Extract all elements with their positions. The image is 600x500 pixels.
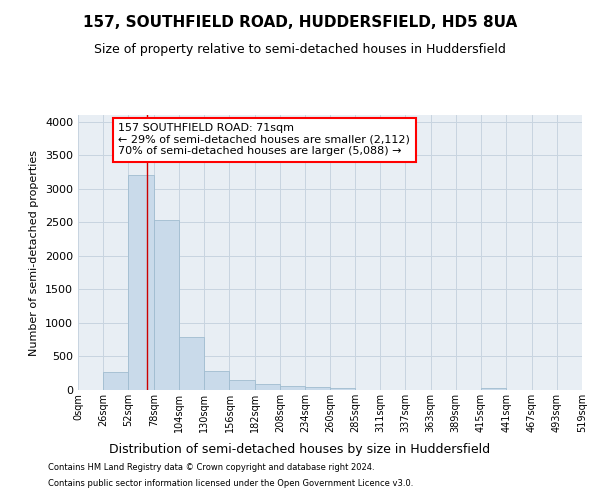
Bar (179, 337, 204, 390)
Bar (481, 388, 506, 390)
Y-axis label: Number of semi-detached properties: Number of semi-detached properties (29, 150, 40, 356)
Bar (204, 370, 229, 390)
Text: Distribution of semi-detached houses by size in Huddersfield: Distribution of semi-detached houses by … (109, 442, 491, 456)
Bar (331, 388, 355, 390)
Text: Contains public sector information licensed under the Open Government Licence v3: Contains public sector information licen… (48, 478, 413, 488)
Text: 157 SOUTHFIELD ROAD: 71sqm
← 29% of semi-detached houses are smaller (2,112)
70%: 157 SOUTHFIELD ROAD: 71sqm ← 29% of semi… (118, 123, 410, 156)
Bar (280, 386, 305, 390)
Bar (103, 372, 128, 390)
Bar (229, 380, 255, 390)
Bar (128, 176, 154, 390)
Text: 157, SOUTHFIELD ROAD, HUDDERSFIELD, HD5 8UA: 157, SOUTHFIELD ROAD, HUDDERSFIELD, HD5 … (83, 15, 517, 30)
Bar (255, 384, 280, 390)
Text: Contains HM Land Registry data © Crown copyright and database right 2024.: Contains HM Land Registry data © Crown c… (48, 464, 374, 472)
Bar (305, 386, 331, 390)
Bar (154, 220, 179, 390)
Text: Size of property relative to semi-detached houses in Huddersfield: Size of property relative to semi-detach… (94, 42, 506, 56)
